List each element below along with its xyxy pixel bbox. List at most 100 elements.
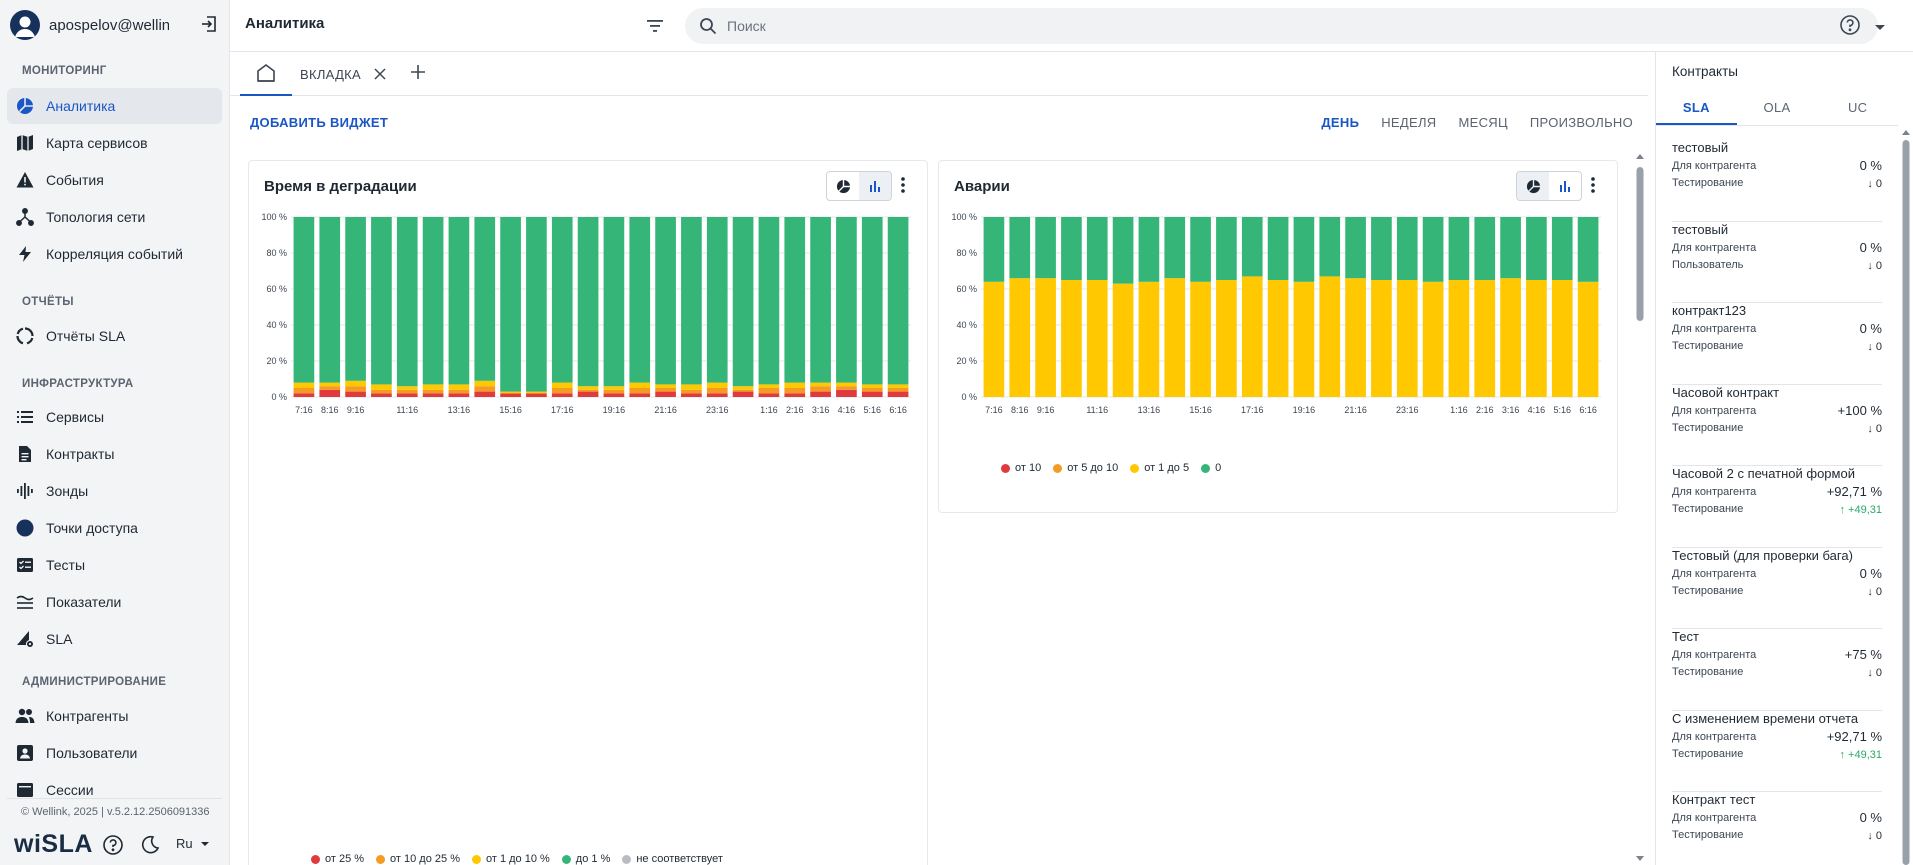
add-tab-icon[interactable] [408, 62, 428, 85]
bar-segment [319, 382, 341, 387]
filter-icon[interactable] [644, 15, 666, 40]
dashboard-tabs: ВКЛАДКА [230, 52, 1648, 96]
nav-menu: МОНИТОРИНГ Аналитика Карта сервисов Собы… [0, 50, 230, 798]
sla-icon [15, 629, 35, 649]
contract-item[interactable]: контракт123 Для контрагента 0 % Тестировани… [1672, 303, 1882, 385]
period-day[interactable]: ДЕНЬ [1321, 115, 1360, 130]
legend-item[interactable]: от 10 [1001, 462, 1041, 474]
x-tick-label: 11:16 [396, 405, 418, 415]
help-icon[interactable] [1839, 14, 1861, 39]
logout-icon[interactable] [199, 14, 219, 37]
bar-segment [526, 391, 547, 394]
sidebar-item-label: Зонды [46, 483, 89, 499]
legend-item[interactable]: от 1 до 5 [1130, 462, 1189, 474]
legend-item[interactable]: от 25 % [311, 853, 364, 865]
contract-item[interactable]: Тест Для контрагента +75 % Тестирование ↓ 0 [1672, 629, 1882, 711]
contract-row2-value: ↑ +49,31 [1839, 504, 1882, 516]
tab-ola[interactable]: OLA [1763, 100, 1791, 115]
bar-segment [1293, 281, 1315, 397]
contract-row1-value: +92,71 % [1826, 484, 1882, 499]
sidebar-item-services[interactable]: Сервисы [7, 399, 222, 435]
x-tick-label: 15:16 [1189, 405, 1212, 415]
legend-item[interactable]: не соответствует [622, 853, 723, 865]
tab-sla[interactable]: SLA [1656, 88, 1737, 125]
pie-chart-icon[interactable] [1517, 172, 1549, 200]
bar-segment [836, 382, 857, 387]
sidebar-item-access-points[interactable]: Точки доступа [7, 510, 222, 546]
close-icon[interactable] [373, 67, 387, 81]
sidebar-item-service-map[interactable]: Карта сервисов [7, 125, 222, 161]
bar-segment [1009, 217, 1031, 279]
contract-item[interactable]: Тестовый (для проверки бага) Для контраге… [1672, 548, 1882, 629]
period-week[interactable]: НЕДЕЛЯ [1381, 115, 1437, 130]
bar-segment [1293, 217, 1315, 282]
bar-segment [1526, 217, 1547, 280]
period-custom[interactable]: ПРОИЗВОЛЬНО [1529, 115, 1633, 130]
help-icon[interactable] [102, 834, 124, 859]
main-scrollbar[interactable] [1633, 152, 1647, 865]
bar-chart-icon[interactable] [1549, 172, 1581, 200]
sidebar-item-users[interactable]: Пользователи [7, 735, 222, 771]
contract-item[interactable]: Часовой контракт Для контрагента +100 % Тес… [1672, 385, 1882, 466]
brand-logo: wiSLA [14, 830, 93, 858]
bar-segment [758, 388, 780, 394]
language-select[interactable]: Ru [176, 836, 212, 851]
tab-vkladka[interactable]: ВКЛАДКА [300, 52, 387, 96]
sidebar-item-metrics[interactable]: Показатели [7, 584, 222, 620]
bar-segment [758, 217, 780, 385]
legend-item[interactable]: до 1 % [561, 853, 610, 865]
contract-item[interactable]: Часовой 2 с печатной формой Для контраген… [1672, 466, 1882, 548]
search-box[interactable] [685, 8, 1878, 44]
period-month[interactable]: МЕСЯЦ [1458, 115, 1508, 130]
contract-item[interactable]: тестовый Для контрагента 0 % Пользователь ↓ … [1672, 222, 1882, 303]
tab-home[interactable] [240, 52, 292, 96]
panel-scrollbar[interactable] [1899, 128, 1913, 865]
bar-segment [1061, 280, 1082, 397]
sidebar-item-tests[interactable]: Тесты [7, 547, 222, 583]
bar-segment [448, 389, 470, 394]
bar-segment [1241, 217, 1263, 277]
sidebar-item-probes[interactable]: Зонды [7, 473, 222, 509]
contract-item[interactable]: Контракт тест Для контрагента 0 % Тестирова… [1672, 792, 1882, 865]
sidebar-item-counterparties[interactable]: Контрагенты [7, 698, 222, 734]
account-menu-chevron-icon[interactable] [1873, 20, 1887, 36]
x-tick-label: 6:16 [889, 405, 907, 415]
pie-chart-icon[interactable] [827, 172, 859, 200]
sidebar-item-correlation[interactable]: Корреляция событий [7, 236, 222, 272]
sidebar-item-topology[interactable]: Топология сети [7, 199, 222, 235]
sidebar-item-sla[interactable]: SLA [7, 621, 222, 657]
more-vert-icon[interactable] [1590, 176, 1596, 197]
contract-row2-label: Тестирование [1672, 503, 1744, 515]
contract-row1-label: Для контрагента [1672, 486, 1757, 498]
document-icon [15, 444, 35, 464]
contract-item[interactable]: С изменением времени отчета Для контраген… [1672, 711, 1882, 792]
sidebar-item-analytics[interactable]: Аналитика [7, 88, 222, 124]
alarms-bar-chart: 0 % 20 % 40 % 60 % 80 % 100 % 7:16 8:16 9:16 11:1… [951, 212, 1601, 415]
sidebar-item-events[interactable]: События [7, 162, 222, 198]
y-tick-label: 80 % [956, 248, 977, 258]
tab-uc[interactable]: UC [1847, 100, 1868, 115]
moon-icon[interactable] [139, 834, 161, 859]
add-widget-button[interactable]: ДОБАВИТЬ ВИДЖЕТ [250, 115, 389, 130]
bar-chart-icon[interactable] [859, 172, 891, 200]
sidebar-item-contracts[interactable]: Контракты [7, 436, 222, 472]
bar-segment [1216, 280, 1237, 397]
main-content: ВКЛАДКА ДОБАВИТЬ ВИДЖЕТ ДЕНЬ НЕДЕЛЯ МЕСЯ… [230, 52, 1655, 865]
sidebar-item-sessions[interactable]: Сессии [7, 772, 222, 798]
contract-item[interactable]: тестовый Для контрагента 0 % Тестирование ↓ … [1672, 140, 1882, 222]
avatar[interactable] [10, 10, 40, 40]
search-input[interactable] [727, 18, 1527, 34]
user-badge-icon [15, 743, 35, 763]
legend-dot [622, 854, 632, 864]
legend-item[interactable]: от 10 до 25 % [376, 853, 460, 865]
bar-segment [1422, 281, 1444, 397]
sidebar-item-sla-reports[interactable]: Отчёты SLA [7, 318, 222, 354]
user-row[interactable]: apospelov@wellin... [0, 0, 230, 50]
legend-item[interactable]: от 5 до 10 [1053, 462, 1118, 474]
more-vert-icon[interactable] [900, 176, 906, 197]
tests-icon [15, 555, 35, 575]
legend-item[interactable]: от 1 до 10 % [471, 853, 550, 865]
bar-segment [810, 391, 831, 397]
x-tick-label: 23:16 [706, 405, 729, 415]
legend-item[interactable]: 0 [1201, 462, 1221, 474]
